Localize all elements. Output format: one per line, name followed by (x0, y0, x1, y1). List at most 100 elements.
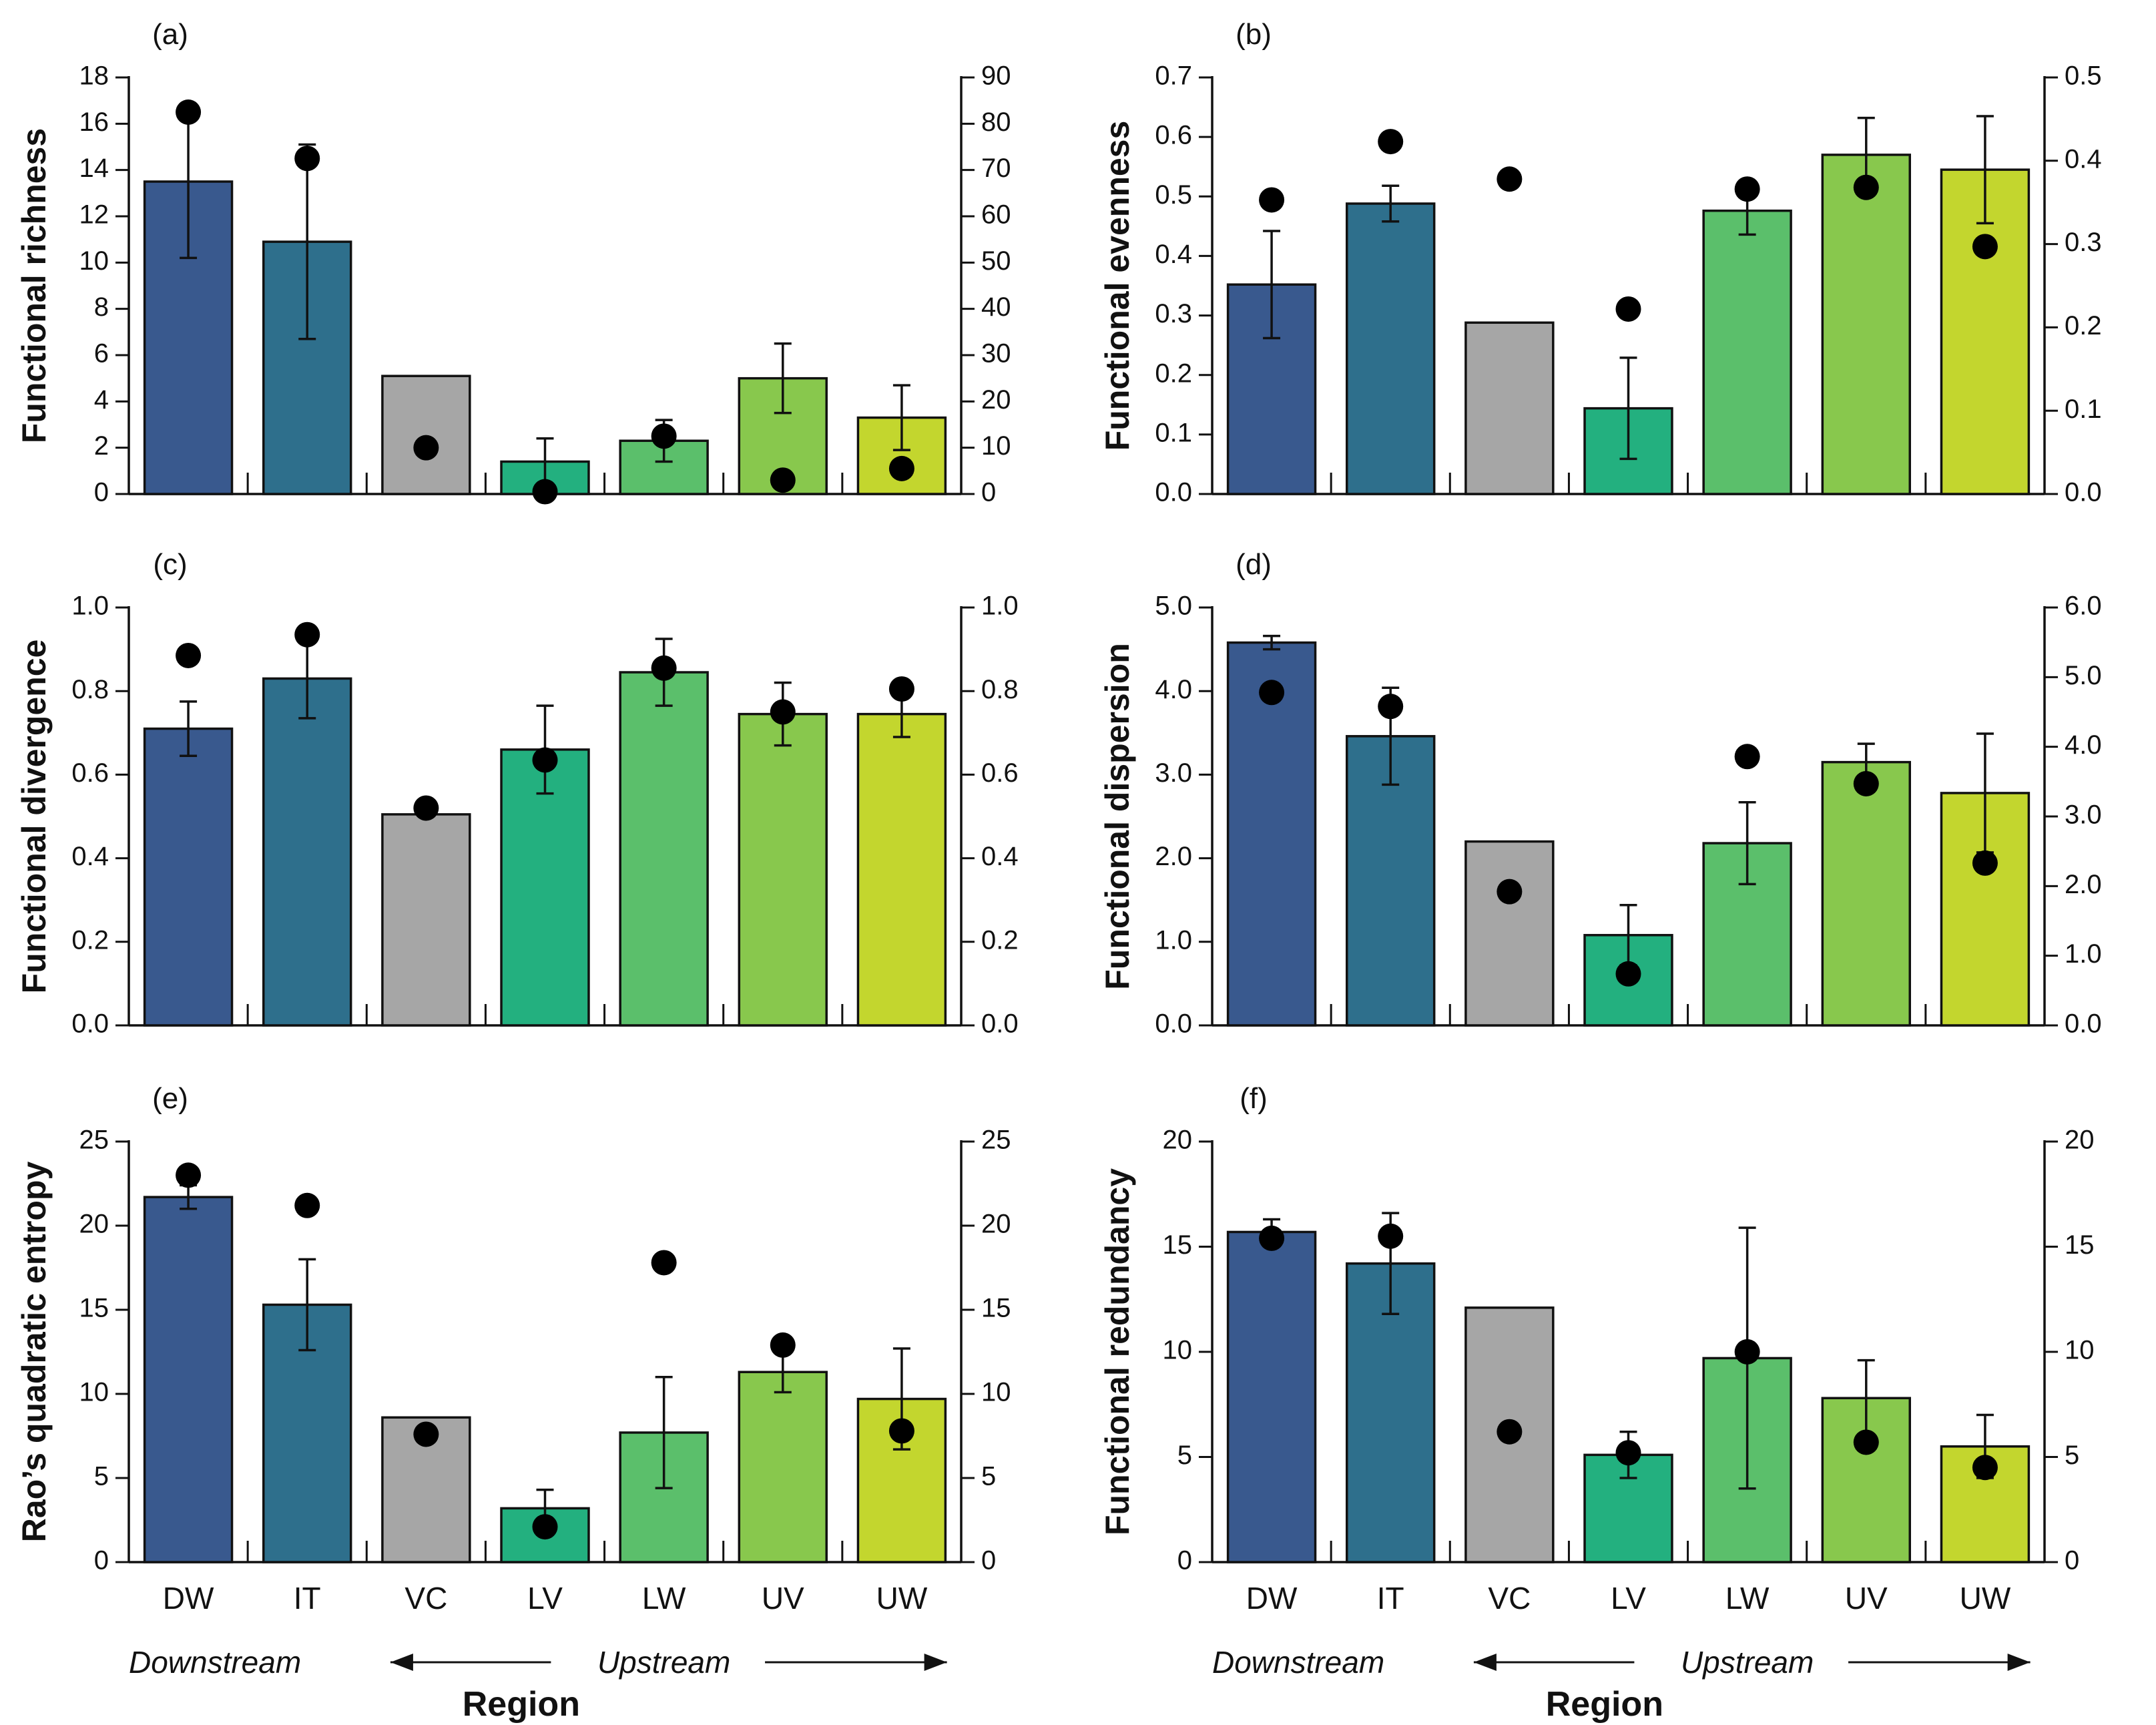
panel-label: (a) (152, 18, 188, 51)
y-tick-label: 0.8 (71, 675, 109, 704)
y2-tick-label: 0 (2065, 1546, 2079, 1575)
chart-panel-1: (a) Functional richness 0 2 4 6 8 10 12 14 16 18 0 10… (15, 18, 1011, 507)
y-tick-label: 4 (94, 385, 109, 415)
category-label: LW (642, 1581, 686, 1616)
y-tick-label: 0.6 (71, 758, 109, 788)
point-vc (1497, 166, 1523, 192)
panel-label: (b) (1236, 18, 1272, 51)
y2-tick-label: 0.0 (981, 1009, 1019, 1039)
category-label: UV (762, 1581, 804, 1616)
y2-tick-label: 20 (981, 385, 1011, 415)
y2-tick-label: 5.0 (2065, 661, 2102, 690)
category-label: IT (1377, 1581, 1404, 1616)
point-dw (176, 642, 202, 668)
y2-tick-label: 0.3 (2065, 228, 2102, 257)
y2-tick-label: 10 (981, 431, 1011, 461)
y-tick-label: 0.0 (71, 1009, 109, 1039)
point-uv (770, 699, 796, 725)
point-vc (413, 1421, 439, 1447)
y-tick-label: 0.3 (1155, 299, 1192, 328)
y2-tick-label: 20 (981, 1210, 1011, 1239)
point-uw (888, 1418, 914, 1444)
y2-tick-label: 0.2 (2065, 311, 2102, 340)
panel-label: (c) (153, 548, 187, 581)
left-arrow-head (390, 1654, 413, 1671)
downstream-label: Downstream (129, 1645, 301, 1680)
y2-tick-label: 0.4 (981, 842, 1019, 871)
y-tick-label: 5 (1177, 1441, 1192, 1470)
y2-tick-label: 10 (981, 1378, 1011, 1407)
y-tick-label: 1.0 (1155, 925, 1192, 955)
bar-vc (381, 813, 471, 1027)
y2-tick-label: 80 (981, 107, 1011, 137)
y2-tick-label: 3.0 (2065, 800, 2102, 830)
bar-uv (1821, 760, 1912, 1027)
y2-tick-label: 1.0 (981, 591, 1019, 621)
chart-panel-3: (c) Functional divergence 0.0 0.2 0.4 0.6 0.8 1… (15, 548, 1018, 1039)
y-tick-label: 2 (94, 431, 109, 461)
category-label: LV (1611, 1581, 1646, 1616)
panel-label: (d) (1236, 548, 1272, 581)
y-tick-label: 0.0 (1155, 1009, 1192, 1039)
y-tick-label: 0.2 (71, 925, 109, 955)
left-arrow-head (1473, 1654, 1497, 1671)
y2-tick-label: 0.1 (2065, 395, 2102, 424)
bar-vc (1464, 840, 1555, 1027)
y2-tick-label: 5 (981, 1462, 996, 1491)
y-tick-label: 5 (94, 1462, 109, 1491)
downstream-label: Downstream (1212, 1645, 1384, 1680)
y2-tick-label: 20 (2065, 1126, 2095, 1155)
point-lv (1615, 1440, 1641, 1466)
point-lw (651, 655, 677, 681)
y-tick-label: 16 (79, 107, 109, 137)
point-it (294, 622, 320, 648)
point-uw (888, 676, 914, 702)
y-tick-label: 14 (79, 154, 109, 183)
category-label: LV (527, 1581, 563, 1616)
chart-panel-4: (d) Functional dispersion 0.0 1.0 2.0 3.0 4.0 5… (1099, 548, 2101, 1039)
y-tick-label: 20 (1163, 1126, 1193, 1155)
y2-tick-label: 0.0 (2065, 478, 2102, 507)
point-lv (1615, 961, 1641, 987)
point-dw (176, 1162, 202, 1188)
panel-label: (f) (1240, 1082, 1268, 1115)
region-label: Region (463, 1685, 580, 1724)
bar-uw (856, 712, 947, 1027)
bar-vc (381, 375, 471, 495)
y-tick-label: 0.4 (71, 842, 109, 871)
y2-tick-label: 0.0 (2065, 1009, 2102, 1039)
point-lw (1734, 744, 1760, 770)
y2-tick-label: 15 (981, 1294, 1011, 1323)
point-vc (1497, 879, 1523, 905)
point-lv (532, 747, 558, 773)
y-tick-label: 0.6 (1155, 121, 1192, 150)
point-lw (651, 1250, 677, 1276)
y-tick-label: 2.0 (1155, 842, 1192, 871)
point-dw (1259, 187, 1285, 213)
y-axis-title: Functional dispersion (1099, 643, 1136, 989)
y-tick-label: 20 (79, 1210, 109, 1239)
y-tick-label: 0 (94, 1546, 109, 1575)
y2-tick-label: 10 (2065, 1336, 2095, 1365)
y-axis-title: Functional divergence (15, 640, 53, 994)
y-tick-label: 18 (79, 61, 109, 91)
point-lv (532, 479, 558, 505)
y-tick-label: 0 (94, 478, 109, 507)
y2-tick-label: 15 (2065, 1230, 2095, 1260)
y-tick-label: 25 (79, 1126, 109, 1155)
bar-uv (738, 712, 828, 1027)
panel-label: (e) (152, 1082, 188, 1115)
y-tick-label: 0.4 (1155, 240, 1192, 269)
y2-tick-label: 40 (981, 292, 1011, 322)
y-tick-label: 10 (79, 1378, 109, 1407)
bar-it (262, 677, 352, 1027)
point-vc (1497, 1419, 1523, 1445)
y2-tick-label: 0.8 (981, 675, 1019, 704)
y-tick-label: 5.0 (1155, 591, 1192, 621)
bar-uv (738, 1371, 828, 1563)
bar-dw (143, 1196, 234, 1563)
y2-tick-label: 0.5 (2065, 61, 2102, 91)
point-lw (1734, 1339, 1760, 1365)
category-label: DW (1246, 1581, 1298, 1616)
point-uw (1972, 1455, 1998, 1481)
